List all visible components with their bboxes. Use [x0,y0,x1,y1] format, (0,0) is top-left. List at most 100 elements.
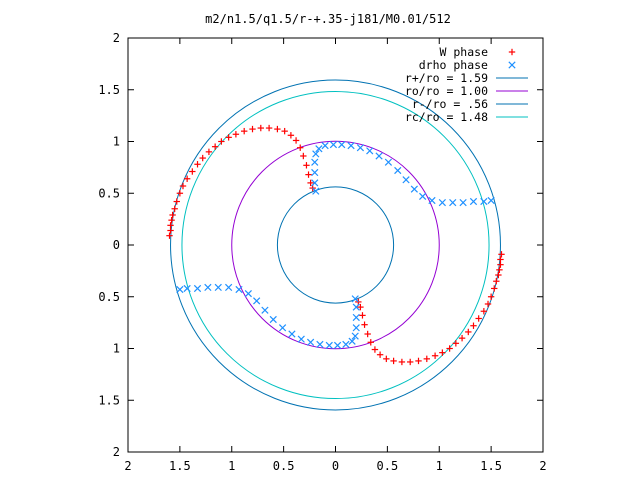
point-0-3 [168,216,175,224]
point-0-9 [183,175,191,182]
series-1 [176,140,495,350]
point-0-46 [452,340,460,347]
chart-title: m2/n1.5/q1.5/r-+.35-j181/M0.01/512 [205,12,451,26]
point-0-26 [297,144,304,151]
point-0-34 [497,261,504,268]
point-1-3 [311,158,319,166]
series-0 [166,124,505,366]
x-tick-label-3: 0.5 [273,459,295,473]
point-0-50 [423,355,430,363]
point-1-6 [321,142,329,150]
x-tick-label-8: 2 [539,459,546,473]
y-tick-label-8: 2 [113,445,120,459]
point-0-48 [439,349,446,356]
legend-label-3: ro/ro = 1.00 [405,84,488,98]
chart-circles [170,79,501,411]
point-1-38 [278,324,287,332]
point-0-17 [232,131,240,138]
legend-label-4: r-/ro = .56 [412,97,488,111]
point-0-58 [367,339,374,346]
point-0-24 [287,132,295,139]
point-0-38 [491,285,498,292]
point-1-12 [375,152,383,160]
point-0-45 [458,334,466,342]
point-1-20 [449,198,457,207]
point-1-30 [348,337,356,345]
point-1-11 [366,147,374,155]
point-0-6 [173,198,180,205]
x-tick-label-7: 1.5 [480,459,502,473]
point-0-22 [274,125,281,133]
point-0-18 [241,127,248,135]
point-1-7 [329,140,338,149]
point-1-9 [347,142,355,150]
point-1-48 [183,284,191,293]
y-tick-label-1: 1.5 [98,83,120,97]
point-1-18 [428,196,436,205]
point-0-20 [257,124,264,132]
point-1-8 [338,140,346,149]
point-1-19 [438,198,446,207]
point-1-14 [394,166,402,175]
point-1-43 [235,285,243,294]
point-1-24 [487,196,495,205]
point-0-5 [171,205,178,212]
point-0-37 [493,278,500,285]
point-1-1 [311,179,319,187]
point-0-59 [364,330,371,338]
point-0-13 [205,148,213,156]
circle-3 [181,90,490,400]
point-1-2 [311,168,319,177]
point-1-46 [204,283,212,292]
point-0-42 [475,315,482,322]
point-0-0 [166,232,173,239]
point-0-57 [371,346,379,353]
point-1-37 [288,330,296,338]
point-0-10 [189,168,196,175]
point-1-49 [176,285,184,294]
point-0-21 [265,124,273,132]
x-tick-label-6: 1 [436,459,443,473]
circle-0 [170,79,501,411]
point-1-36 [297,335,305,343]
point-1-35 [306,338,315,346]
point-1-41 [253,297,261,305]
point-1-33 [325,341,333,350]
point-0-32 [498,251,505,258]
x-tick-label-4: 0 [332,459,339,473]
point-0-43 [470,322,477,329]
circle-2 [276,186,395,304]
point-0-12 [199,154,206,162]
legend-label-5: rc/ro = 1.48 [405,110,488,124]
point-0-11 [194,161,201,168]
point-0-35 [496,266,503,274]
point-0-15 [218,138,225,145]
point-1-31 [342,340,350,348]
point-0-40 [484,300,492,308]
point-1-42 [244,290,252,298]
y-tick-label-5: 0.5 [98,290,120,304]
point-1-26 [352,303,360,311]
point-0-54 [390,357,397,365]
point-1-10 [356,144,365,152]
point-1-4 [312,150,320,158]
y-tick-label-4: 0 [113,238,120,252]
point-0-8 [179,182,187,190]
y-tick-label-7: 1.5 [98,393,120,407]
point-0-4 [169,211,176,219]
legend-label-1: drho phase [419,58,488,72]
y-tick-label-2: 1 [113,135,120,149]
point-0-61 [359,312,366,319]
legend-swatch-1 [508,61,516,69]
point-1-5 [315,145,323,153]
point-0-47 [446,345,453,352]
point-1-39 [269,315,277,324]
point-0-53 [398,358,406,366]
y-tick-label-6: 1 [113,342,120,356]
point-0-49 [431,352,439,359]
point-0-30 [307,179,314,187]
point-1-32 [333,341,342,350]
point-1-45 [214,283,222,292]
